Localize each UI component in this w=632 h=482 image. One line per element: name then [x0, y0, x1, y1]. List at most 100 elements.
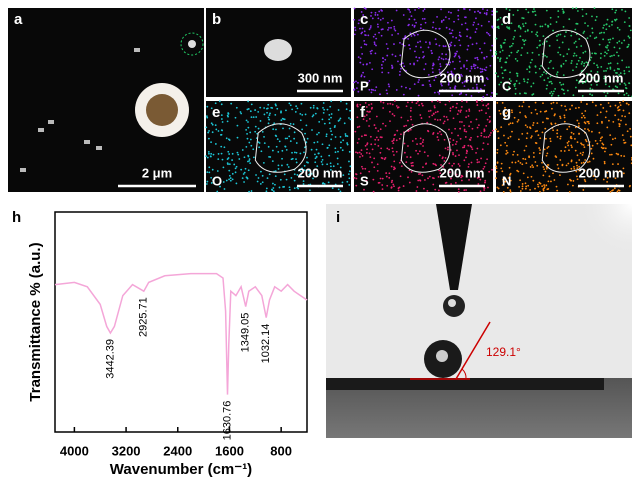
eds-dot — [445, 16, 447, 18]
eds-dot — [272, 187, 274, 189]
eds-dot — [275, 175, 277, 177]
eds-dot — [392, 113, 394, 115]
eds-dot — [375, 52, 377, 54]
eds-dot — [581, 61, 583, 63]
eds-dot — [400, 117, 402, 119]
eds-dot — [491, 14, 493, 16]
eds-dot — [380, 147, 382, 149]
eds-dot — [322, 159, 324, 161]
eds-dot — [623, 94, 625, 96]
eds-dot — [382, 188, 384, 190]
eds-dot — [565, 31, 567, 33]
eds-dot — [427, 130, 429, 132]
eds-dot — [231, 159, 233, 161]
eds-dot — [539, 182, 541, 184]
eds-dot — [548, 81, 550, 83]
eds-dot — [470, 121, 472, 123]
eds-dot — [334, 126, 336, 128]
eds-dot — [206, 183, 208, 185]
eds-dot — [581, 113, 583, 115]
eds-dot — [629, 185, 631, 187]
eds-dot — [585, 139, 587, 141]
eds-dot — [419, 114, 421, 116]
eds-dot — [274, 114, 276, 116]
eds-dot — [420, 143, 422, 145]
panel-label: g — [502, 104, 511, 121]
eds-dot — [538, 147, 540, 149]
eds-dot — [555, 156, 557, 158]
eds-dot — [477, 136, 479, 138]
particle — [188, 40, 196, 48]
eds-dot — [246, 176, 248, 178]
eds-dot — [526, 126, 528, 128]
eds-dot — [469, 9, 471, 11]
eds-dot — [584, 51, 586, 53]
eds-dot — [539, 40, 541, 42]
eds-dot — [531, 94, 533, 96]
eds-dot — [574, 53, 576, 55]
eds-dot — [496, 167, 498, 169]
eds-dot — [303, 180, 305, 182]
eds-dot — [526, 68, 528, 70]
eds-dot — [484, 182, 486, 184]
eds-dot — [368, 125, 370, 127]
scale-bar-label: 200 nm — [440, 165, 485, 180]
eds-dot — [381, 35, 383, 37]
eds-dot — [380, 178, 382, 180]
eds-dot — [292, 158, 294, 160]
eds-dot — [411, 101, 413, 103]
eds-dot — [587, 144, 589, 146]
eds-dot — [546, 168, 548, 170]
eds-dot — [379, 93, 381, 95]
eds-dot — [221, 130, 223, 132]
eds-dot — [385, 125, 387, 127]
eds-dot — [417, 60, 419, 62]
eds-dot — [486, 32, 488, 34]
eds-dot — [589, 93, 591, 95]
panel-label: e — [212, 104, 220, 121]
eds-dot — [381, 71, 383, 73]
eds-dot — [375, 38, 377, 40]
eds-dot — [216, 191, 218, 193]
eds-dot — [465, 136, 467, 138]
eds-dot — [532, 11, 534, 13]
eds-dot — [532, 124, 534, 126]
eds-dot — [471, 162, 473, 164]
eds-dot — [380, 19, 382, 21]
eds-dot — [486, 94, 488, 96]
eds-dot — [373, 191, 375, 193]
eds-dot — [359, 62, 361, 64]
eds-dot — [374, 41, 376, 43]
eds-dot — [463, 125, 465, 127]
eds-dot — [580, 142, 582, 144]
eds-dot — [219, 100, 221, 102]
figure: a2 μmb300 nmPc200 nmCd200 nmOe200 nmSf20… — [0, 0, 632, 482]
eds-dot — [481, 109, 483, 111]
eds-dot — [591, 52, 593, 54]
eds-dot — [483, 142, 485, 144]
eds-dot — [293, 138, 295, 140]
eds-dot — [593, 62, 595, 64]
eds-dot — [485, 105, 487, 107]
eds-dot — [495, 54, 497, 56]
eds-dot — [539, 152, 541, 154]
eds-dot — [597, 114, 599, 116]
eds-dot — [364, 43, 366, 45]
eds-dot — [328, 144, 330, 146]
eds-dot — [368, 89, 370, 91]
eds-dot — [393, 185, 395, 187]
eds-dot — [374, 14, 376, 16]
eds-dot — [413, 63, 415, 65]
eds-dot — [480, 135, 482, 137]
eds-dot — [519, 35, 521, 37]
eds-dot — [366, 114, 368, 116]
eds-dot — [373, 157, 375, 159]
eds-dot — [243, 173, 245, 175]
eds-dot — [619, 48, 621, 50]
eds-dot — [422, 84, 424, 86]
eds-dot — [564, 35, 566, 37]
eds-dot — [384, 59, 386, 61]
eds-dot — [476, 57, 478, 59]
eds-dot — [422, 18, 424, 20]
eds-dot — [439, 119, 441, 121]
